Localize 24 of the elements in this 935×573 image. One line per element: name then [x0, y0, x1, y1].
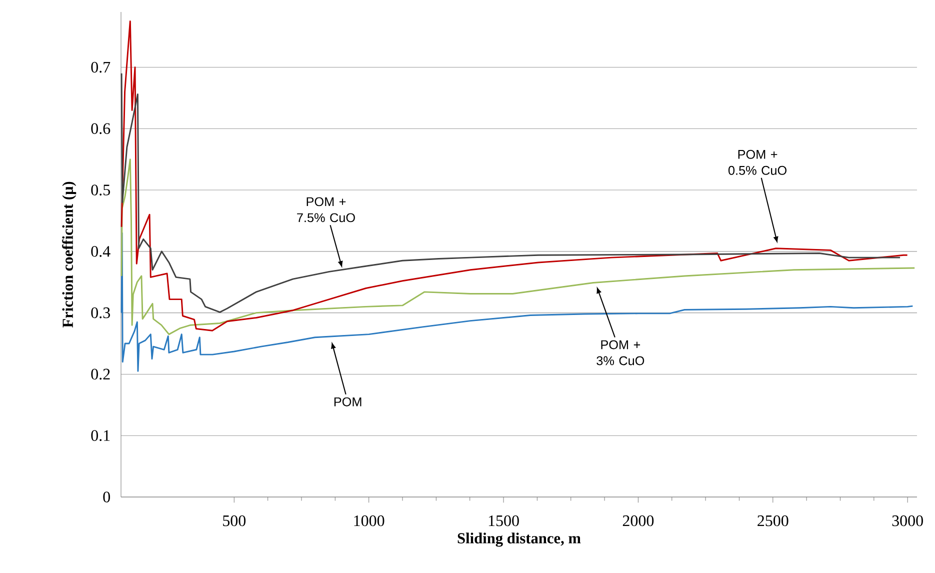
annotation: POM + 3% CuO	[596, 340, 644, 366]
y-axis-title: Friction coefficient (μ)	[62, 182, 76, 328]
x-tick-label: 2000	[622, 515, 654, 526]
x-axis-title: Sliding distance, m	[458, 532, 581, 547]
y-tick-label: 0	[103, 492, 110, 502]
x-tick-label: 1500	[488, 515, 519, 526]
y-tick-label: 0.5	[91, 184, 110, 196]
y-tick-label: 0.4	[91, 246, 110, 257]
annotation: POM + 7.5% CuO	[297, 197, 355, 222]
annotation: POM	[334, 397, 362, 406]
line-series	[120, 232, 914, 372]
y-tick-label: 0.1	[91, 430, 110, 442]
y-tick-label: 0.2	[91, 368, 110, 380]
annotation: POM + 0.5% CuO	[728, 150, 786, 175]
y-tick-label: 0.3	[91, 307, 110, 318]
y-tick-label: 0.7	[91, 62, 110, 73]
x-tick-label: 2500	[758, 515, 788, 526]
y-tick-label: 0.6	[91, 123, 110, 134]
line-series	[120, 158, 916, 336]
line-series	[120, 72, 901, 313]
x-tick-label: 3000	[892, 515, 923, 526]
x-tick-label: 1000	[354, 515, 384, 526]
x-tick-label: 500	[223, 515, 246, 526]
line-series	[120, 20, 908, 332]
